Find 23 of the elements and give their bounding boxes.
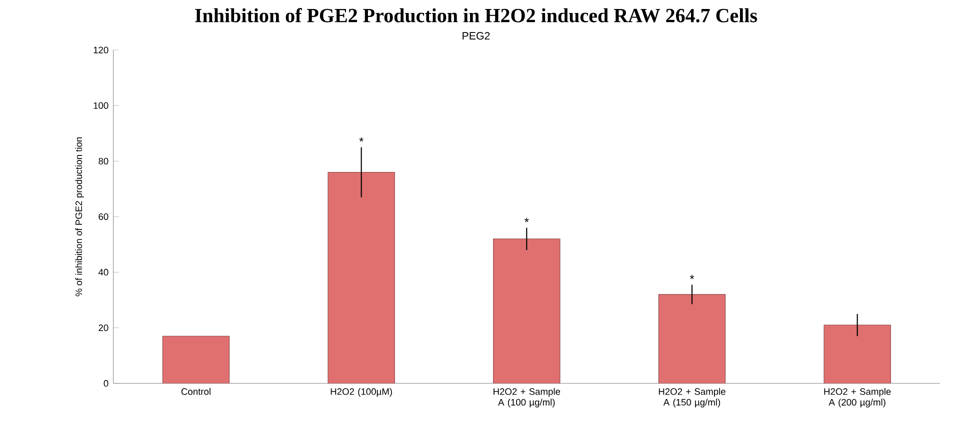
y-tick-label: 0: [104, 380, 108, 387]
y-tick-label: 120: [94, 46, 108, 54]
y-axis-title: % of inhibition of PGE2 production tion: [75, 137, 84, 296]
y-tick-label: 80: [98, 158, 108, 164]
chart-title: Inhibition of PGE2 Production in H2O2 induced RAW 264.7 Cells: [195, 8, 758, 22]
annotation: *: [524, 218, 529, 222]
bar: [824, 324, 891, 384]
y-tick-label: 60: [98, 213, 108, 220]
x-tick-label: H2O2 + Sample A (150 µg/ml): [658, 388, 726, 408]
y-tick-label: 100: [94, 102, 108, 109]
bar: [328, 172, 395, 384]
x-tick-label: H2O2 (100µM): [330, 388, 392, 397]
x-tick-label: H2O2 + Sample A (200 µg/ml): [824, 388, 891, 408]
chart-subtitle: PEG2: [462, 32, 490, 40]
bar: [493, 238, 560, 384]
y-tick-label: 20: [98, 324, 108, 332]
y-tick-label: 40: [98, 268, 108, 276]
annotation: *: [690, 274, 694, 280]
x-tick-label: Control: [181, 388, 210, 395]
x-tick-label: H2O2 + Sample A (100 µg/ml): [494, 388, 560, 408]
bar: [162, 336, 230, 384]
annotation: *: [359, 137, 364, 142]
bar: [658, 294, 726, 384]
